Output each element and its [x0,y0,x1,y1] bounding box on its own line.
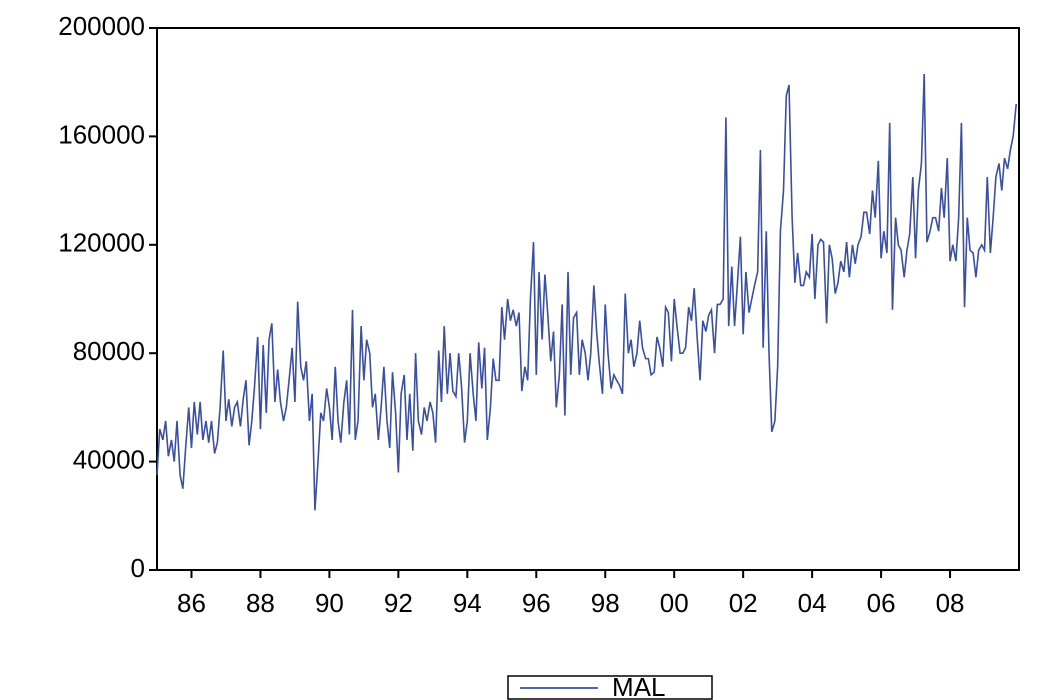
y-tick-label: 160000 [58,119,145,149]
plot-frame [156,27,1020,571]
x-tick-label: 94 [453,588,482,618]
x-tick-label: 04 [798,588,827,618]
y-tick-label: 200000 [58,11,145,41]
x-tick-label: 98 [591,588,620,618]
x-tick-label: 00 [660,588,689,618]
y-tick-label: 80000 [73,336,145,366]
y-tick-label: 120000 [58,228,145,258]
x-tick-label: 92 [384,588,413,618]
legend-box [507,675,713,700]
x-tick-label: 88 [246,588,275,618]
x-tick-label: 06 [867,588,896,618]
x-tick-label: 02 [729,588,758,618]
series-line [156,74,1018,511]
y-tick-label: 0 [131,553,145,583]
x-tick-label: 96 [522,588,551,618]
x-tick-label: 86 [177,588,206,618]
x-tick-label: 90 [315,588,344,618]
legend-label: MAL [612,672,665,700]
x-tick-label: 08 [936,588,965,618]
y-tick-label: 40000 [73,444,145,474]
